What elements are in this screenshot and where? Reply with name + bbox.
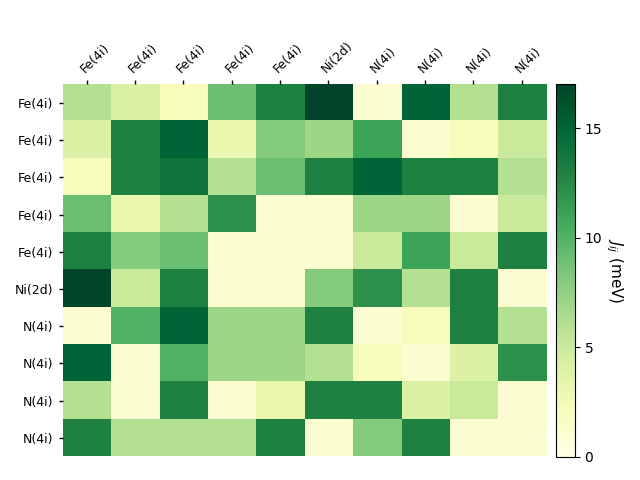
Y-axis label: $J_{ij}$ (meV): $J_{ij}$ (meV) [604,238,625,303]
